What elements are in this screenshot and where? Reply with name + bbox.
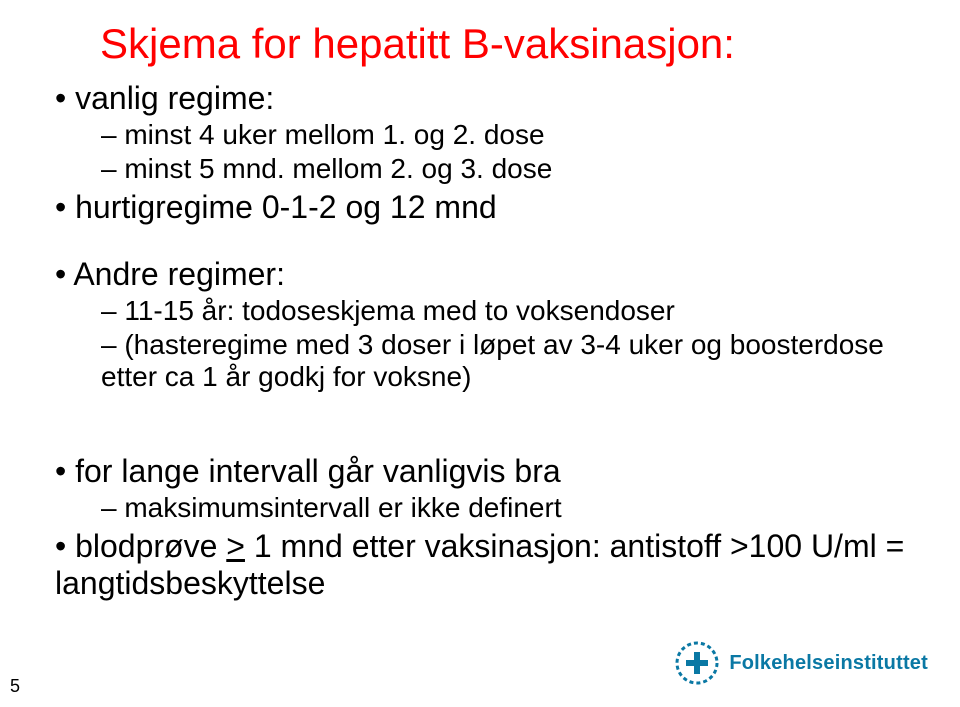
bullet-4-sublist: maksimumsintervall er ikke definert	[101, 492, 905, 524]
logo-icon	[675, 641, 719, 685]
bullet-3-sublist: 11-15 år: todoseskjema med to voksendose…	[101, 295, 905, 393]
bullet-3: Andre regimer: 11-15 år: todoseskjema me…	[55, 256, 905, 393]
bullet-5-pre: blodprøve	[75, 528, 226, 564]
bullet-1: vanlig regime: minst 4 uker mellom 1. og…	[55, 80, 905, 185]
bullet-2-text: hurtigregime 0-1-2 og 12 mnd	[75, 189, 497, 225]
page-number: 5	[10, 676, 20, 697]
bullet-list-2: Andre regimer: 11-15 år: todoseskjema me…	[55, 256, 905, 393]
spacer	[55, 230, 905, 256]
bullet-4: for lange intervall går vanligvis bra ma…	[55, 453, 905, 524]
bullet-3-sub-2: (hasteregime med 3 doser i løpet av 3-4 …	[101, 329, 905, 393]
bullet-list: vanlig regime: minst 4 uker mellom 1. og…	[55, 80, 905, 226]
bullet-1-sublist: minst 4 uker mellom 1. og 2. dose minst …	[101, 119, 905, 185]
logo-text: Folkehelseinstituttet	[729, 652, 928, 675]
bullet-2: hurtigregime 0-1-2 og 12 mnd	[55, 189, 905, 226]
bullet-4-sub-1: maksimumsintervall er ikke definert	[101, 492, 905, 524]
bullet-3-sub-1: 11-15 år: todoseskjema med to voksendose…	[101, 295, 905, 327]
bullet-4-text: for lange intervall går vanligvis bra	[75, 453, 561, 489]
bullet-5: blodprøve > 1 mnd etter vaksinasjon: ant…	[55, 528, 905, 602]
bullet-5-ge: >	[226, 528, 245, 564]
spacer	[55, 397, 905, 453]
logo: Folkehelseinstituttet	[675, 641, 928, 685]
slide-title: Skjema for hepatitt B-vaksinasjon:	[100, 20, 905, 68]
bullet-3-text: Andre regimer:	[73, 256, 285, 292]
bullet-1-sub-2: minst 5 mnd. mellom 2. og 3. dose	[101, 153, 905, 185]
bullet-1-sub-1: minst 4 uker mellom 1. og 2. dose	[101, 119, 905, 151]
slide: Skjema for hepatitt B-vaksinasjon: vanli…	[0, 0, 960, 707]
bullet-list-3: for lange intervall går vanligvis bra ma…	[55, 453, 905, 602]
bullet-1-text: vanlig regime:	[75, 80, 274, 116]
